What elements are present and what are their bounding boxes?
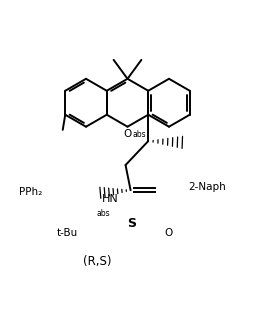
Text: 2-Naph: 2-Naph (187, 182, 225, 192)
Text: HN: HN (102, 194, 118, 204)
Text: (R,S): (R,S) (83, 255, 111, 268)
Text: O: O (123, 129, 131, 139)
Text: PPh₂: PPh₂ (19, 187, 42, 197)
Text: abs: abs (96, 209, 110, 218)
Text: O: O (163, 228, 172, 238)
Text: abs: abs (132, 130, 146, 138)
Text: t-Bu: t-Bu (57, 228, 78, 238)
Text: S: S (126, 217, 135, 230)
